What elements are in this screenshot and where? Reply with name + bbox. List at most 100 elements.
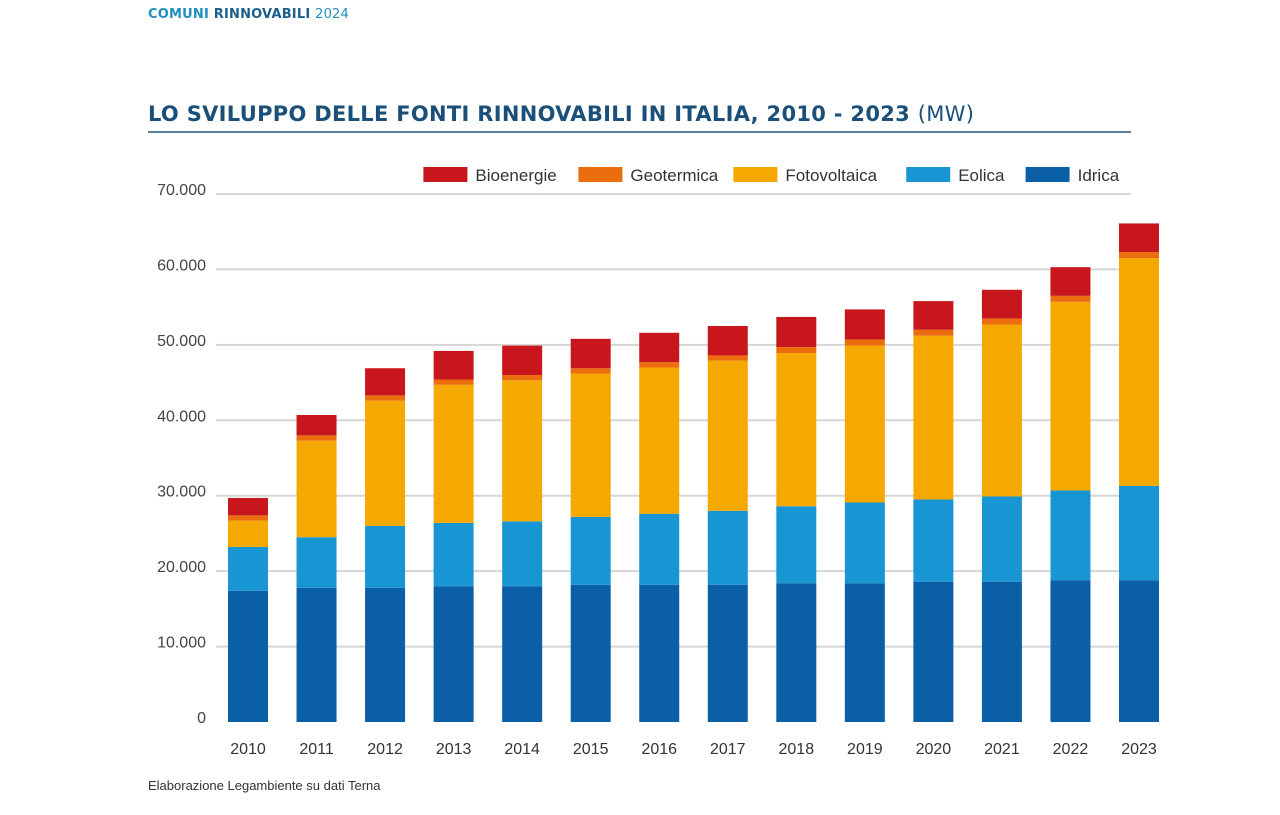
x-tick-label: 2018 bbox=[779, 741, 815, 758]
y-tick-label: 50.000 bbox=[157, 333, 206, 350]
bar-segment-fotovoltaica bbox=[913, 335, 954, 500]
legend-swatch-geotermica bbox=[578, 167, 623, 182]
legend: Bioenergie Geotermica Fotovoltaica Eolica Id… bbox=[423, 166, 1120, 185]
y-tick-label: 60.000 bbox=[157, 257, 206, 274]
bar-segment-eolica bbox=[981, 496, 1022, 582]
bar-segment-eolica bbox=[1119, 485, 1159, 581]
legend-swatch-fotovoltaica bbox=[733, 167, 778, 182]
bar-segment-eolica bbox=[844, 502, 885, 584]
bar-segment-bioenergie bbox=[502, 345, 543, 376]
bar-segment-eolica bbox=[433, 522, 474, 587]
bar-segment-bioenergie bbox=[776, 316, 817, 348]
bar-segment-idrica bbox=[776, 583, 817, 722]
bar-segment-fotovoltaica bbox=[433, 384, 474, 523]
x-axis-tick-labels: 2010 2011 2012 2013 2014 2015 2016 2017 2018 2019… bbox=[230, 741, 1157, 758]
bar-segment-fotovoltaica bbox=[228, 520, 268, 548]
bar-segment-eolica bbox=[365, 525, 406, 588]
bar-segment-geotermica bbox=[570, 368, 611, 374]
bar-segment-geotermica bbox=[228, 515, 268, 521]
x-tick-label: 2021 bbox=[984, 741, 1020, 758]
bar-segment-idrica bbox=[433, 586, 474, 722]
publication-header: COMUNI RINNOVABILI 2024 bbox=[148, 7, 349, 22]
header-part-3: 2024 bbox=[315, 7, 349, 22]
x-tick-label: 2010 bbox=[230, 741, 266, 758]
legend-label-bioenergie: Bioenergie bbox=[475, 166, 556, 185]
bar-segment-idrica bbox=[228, 590, 268, 722]
bar-segment-idrica bbox=[707, 584, 748, 722]
y-tick-label: 30.000 bbox=[157, 484, 206, 501]
bar-segment-idrica bbox=[844, 583, 885, 722]
bar-segment-eolica bbox=[913, 499, 954, 582]
bar-segment-bioenergie bbox=[981, 289, 1022, 319]
legend-swatch-eolica bbox=[906, 167, 951, 182]
bar-segment-eolica bbox=[707, 510, 748, 585]
bar-segment-bioenergie bbox=[707, 326, 748, 356]
bar-segment-geotermica bbox=[913, 329, 954, 336]
bar-segment-bioenergie bbox=[296, 415, 337, 436]
chart-title-text: LO SVILUPPO DELLE FONTI RINNOVABILI IN I… bbox=[148, 102, 911, 126]
bar-segment-geotermica bbox=[776, 347, 817, 354]
bar-segment-eolica bbox=[639, 513, 680, 585]
bar-segment-fotovoltaica bbox=[502, 380, 543, 522]
bar-segment-bioenergie bbox=[1119, 223, 1159, 253]
bar-segment-fotovoltaica bbox=[570, 373, 611, 517]
chart-title: LO SVILUPPO DELLE FONTI RINNOVABILI IN I… bbox=[148, 102, 974, 126]
bar-segment-fotovoltaica bbox=[776, 353, 817, 507]
x-tick-label: 2016 bbox=[641, 741, 677, 758]
x-tick-label: 2020 bbox=[916, 741, 952, 758]
bar-segment-geotermica bbox=[433, 379, 474, 385]
x-tick-label: 2023 bbox=[1121, 741, 1157, 758]
bar-segment-eolica bbox=[570, 516, 611, 585]
legend-swatch-idrica bbox=[1025, 167, 1070, 182]
y-tick-label: 20.000 bbox=[157, 559, 206, 576]
bar-segment-bioenergie bbox=[639, 332, 680, 363]
bar-segment-idrica bbox=[1119, 580, 1159, 722]
header-part-2: RINNOVABILI bbox=[213, 7, 311, 22]
x-tick-label: 2011 bbox=[299, 741, 334, 758]
bar-segment-eolica bbox=[228, 547, 268, 591]
bar-segment-fotovoltaica bbox=[1119, 258, 1159, 486]
x-tick-label: 2014 bbox=[504, 741, 540, 758]
y-tick-label: 10.000 bbox=[157, 635, 206, 652]
x-tick-label: 2012 bbox=[367, 741, 403, 758]
bar-segment-geotermica bbox=[296, 435, 337, 441]
legend-swatch-bioenergie bbox=[423, 167, 468, 182]
y-tick-label: 40.000 bbox=[157, 408, 206, 425]
bar-segment-geotermica bbox=[502, 375, 543, 381]
bar-segment-eolica bbox=[776, 506, 817, 584]
bar-segment-geotermica bbox=[844, 339, 885, 346]
bar-segment-eolica bbox=[296, 537, 337, 588]
x-tick-label: 2019 bbox=[847, 741, 883, 758]
legend-label-geotermica: Geotermica bbox=[630, 166, 718, 185]
bar-segment-fotovoltaica bbox=[981, 324, 1022, 497]
bar-segment-idrica bbox=[365, 587, 406, 722]
y-axis-tick-labels: 0 10.000 20.000 30.000 40.000 50.000 60.000 70.… bbox=[157, 182, 206, 727]
bar-segment-bioenergie bbox=[1050, 267, 1091, 296]
bar-segment-idrica bbox=[570, 584, 611, 722]
bar-segment-idrica bbox=[981, 581, 1022, 722]
x-tick-label: 2017 bbox=[710, 741, 746, 758]
bar-segment-bioenergie bbox=[365, 368, 406, 396]
header-part-1: COMUNI bbox=[148, 7, 210, 22]
bar-segment-geotermica bbox=[365, 395, 406, 401]
bar-segment-bioenergie bbox=[433, 350, 474, 380]
bar-segment-idrica bbox=[502, 586, 543, 722]
bar-segment-geotermica bbox=[1050, 295, 1091, 302]
legend-label-fotovoltaica: Fotovoltaica bbox=[785, 166, 877, 185]
y-tick-label: 0 bbox=[197, 710, 206, 727]
bar-segment-bioenergie bbox=[570, 338, 611, 369]
bar-segment-idrica bbox=[296, 587, 337, 722]
bar-segment-eolica bbox=[1050, 490, 1091, 581]
x-tick-label: 2013 bbox=[436, 741, 472, 758]
chart-title-unit: (MW) bbox=[917, 102, 975, 126]
y-tick-label: 70.000 bbox=[157, 182, 206, 199]
legend-label-eolica: Eolica bbox=[958, 166, 1005, 185]
bars bbox=[228, 223, 1159, 722]
bar-segment-fotovoltaica bbox=[365, 400, 406, 526]
bar-segment-geotermica bbox=[707, 355, 748, 361]
x-tick-label: 2022 bbox=[1053, 741, 1089, 758]
bar-segment-bioenergie bbox=[913, 301, 954, 330]
bar-segment-fotovoltaica bbox=[1050, 301, 1091, 491]
bar-segment-fotovoltaica bbox=[296, 440, 337, 538]
